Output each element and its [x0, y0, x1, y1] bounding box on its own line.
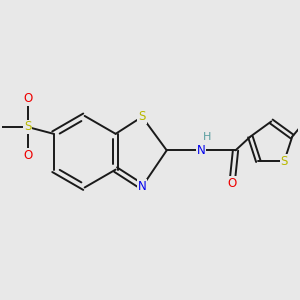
Text: O: O: [23, 149, 32, 162]
Text: S: S: [280, 155, 288, 168]
Text: O: O: [227, 177, 237, 190]
Text: N: N: [138, 180, 146, 193]
Text: S: S: [24, 121, 31, 134]
Text: N: N: [197, 144, 206, 157]
Text: O: O: [23, 92, 32, 105]
Text: S: S: [138, 110, 146, 123]
Text: H: H: [203, 132, 212, 142]
